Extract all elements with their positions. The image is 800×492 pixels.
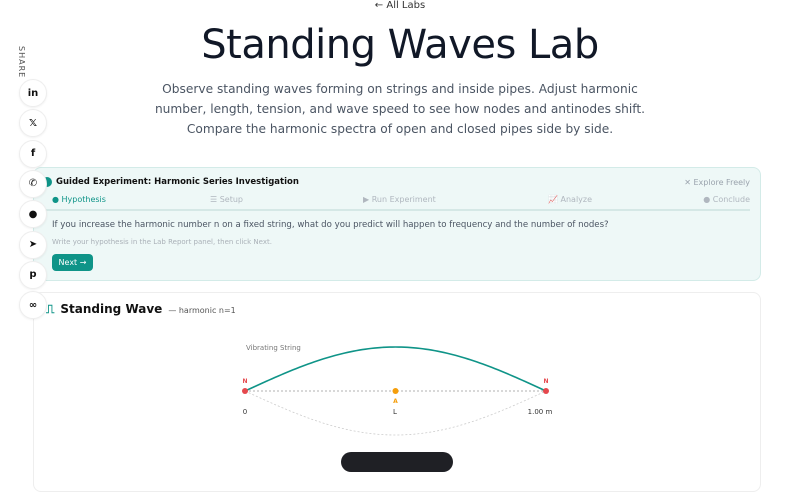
next-button[interactable]: Next → [52, 254, 93, 271]
linkedin-icon[interactable]: in [19, 79, 47, 107]
wave-envelope-lower [244, 390, 547, 436]
step-hypothesis[interactable]: ● Hypothesis [52, 195, 106, 204]
step-label: Hypothesis [61, 195, 106, 204]
step-label: Conclude [712, 195, 750, 204]
x-label-start: 0 [243, 408, 247, 416]
step-analyze[interactable]: 📈 Analyze [548, 195, 593, 204]
antinode-marker [392, 388, 399, 394]
wave-line [244, 346, 547, 392]
node-marker [543, 388, 549, 394]
hypothesis-hint: Write your hypothesis in the Lab Report … [52, 238, 272, 246]
whatsapp-icon[interactable]: ✆ [19, 169, 47, 198]
link-icon[interactable]: ∞ [19, 291, 47, 320]
step-run-experiment[interactable]: ▶ Run Experiment [363, 195, 436, 204]
page-title: Standing Waves Lab [201, 22, 599, 68]
step-setup[interactable]: ☰ Setup [210, 195, 244, 204]
string-plot: Vibrating String N N A 0 L 1.00 m [242, 344, 553, 436]
plot-label: Vibrating String [246, 344, 301, 352]
standing-wave-title: Standing Wave [60, 302, 163, 316]
guided-title: Guided Experiment: Harmonic Series Inves… [56, 177, 299, 187]
telegram-icon[interactable]: ➤ [19, 230, 47, 259]
pinterest-icon[interactable]: p [19, 260, 47, 289]
facebook-icon[interactable]: f [19, 139, 47, 168]
harmonic-subtitle: — harmonic n=1 [168, 306, 236, 315]
x-label-end: 1.00 m [528, 408, 553, 416]
page-description: Observe standing waves forming on string… [154, 82, 646, 136]
guide-icon [42, 177, 52, 187]
guided-experiment-panel: Guided Experiment: Harmonic Series Inves… [33, 167, 761, 281]
node-marker-label: N [242, 378, 247, 385]
all-labs-link[interactable]: ← All Labs [374, 0, 426, 11]
node-marker-label: N [543, 378, 548, 385]
step-label: Setup [219, 195, 244, 204]
progress-track [42, 209, 750, 211]
node-marker [242, 388, 248, 394]
antinode-marker-label: A [393, 398, 398, 405]
plot-toolbar[interactable] [341, 452, 453, 472]
x-label-mid: L [393, 408, 397, 416]
explore-freely-button[interactable]: ✕ Explore Freely [684, 178, 750, 187]
x-icon[interactable]: 𝕏 [19, 109, 47, 138]
hypothesis-question: If you increase the harmonic number n on… [52, 220, 609, 230]
step-conclude[interactable]: ● Conclude [703, 195, 750, 204]
wave-icon: ⎍ [46, 302, 55, 316]
reddit-icon[interactable]: ● [19, 200, 47, 229]
step-label: Analyze [560, 195, 593, 204]
step-label: Run Experiment [371, 195, 436, 204]
